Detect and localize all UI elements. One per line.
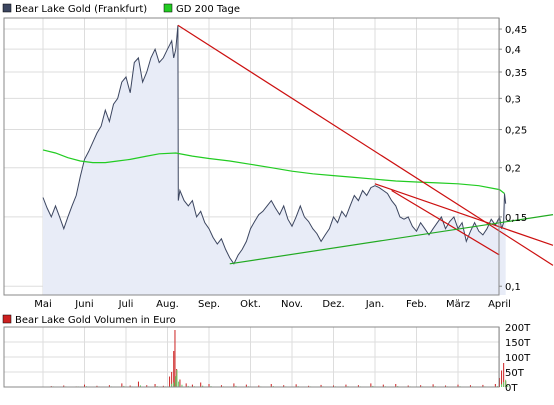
price-x-tick-label: Okt. bbox=[240, 299, 261, 310]
price-y-tick-label: 0,25 bbox=[505, 126, 527, 137]
price-y-tick-label: 0,4 bbox=[505, 45, 521, 56]
price-y-tick-label: 0,3 bbox=[505, 94, 521, 105]
volume-y-tick-label: 150T bbox=[505, 338, 531, 349]
price-x-tick-label: Nov. bbox=[281, 299, 303, 310]
legend-swatch-volume bbox=[2, 314, 12, 324]
price-x-tick-label: Sep. bbox=[198, 299, 220, 310]
trendline-2 bbox=[374, 183, 554, 246]
volume-y-tick-label: 0T bbox=[505, 383, 518, 394]
price-x-tick-label: April bbox=[488, 299, 511, 310]
price-x-tick-label: Mai bbox=[34, 299, 52, 310]
price-x-tick-label: Jan. bbox=[365, 299, 385, 310]
legend-volume: Bear Lake Gold Volumen in Euro bbox=[2, 314, 176, 326]
price-y-tick-label: 0,1 bbox=[505, 282, 521, 293]
price-series-area bbox=[42, 25, 507, 296]
volume-bars bbox=[50, 330, 509, 387]
legend-label-price: Bear Lake Gold (Frankfurt) bbox=[15, 4, 147, 15]
price-plot-frame bbox=[3, 17, 500, 296]
price-x-tick-label: Juni bbox=[74, 299, 93, 310]
price-area-fill bbox=[43, 25, 506, 296]
legend-label-volume: Bear Lake Gold Volumen in Euro bbox=[15, 315, 176, 326]
price-y-tick-label: 0,35 bbox=[505, 68, 527, 79]
legend-main: Bear Lake Gold (Frankfurt) GD 200 Tage bbox=[2, 3, 240, 15]
trendline-3 bbox=[391, 190, 500, 256]
legend-swatch-ma200 bbox=[163, 3, 173, 13]
volume-y-tick-label: 100T bbox=[505, 353, 531, 364]
volume-y-tick-label: 50T bbox=[505, 368, 525, 379]
price-x-axis: Mai Juni Juli Aug. Sep. Okt. Nov. Dez. Jan. Feb. M… bbox=[34, 299, 511, 310]
price-x-tick-label: Aug. bbox=[156, 299, 179, 310]
volume-plot-frame bbox=[3, 326, 500, 388]
price-x-tick-label: Dez. bbox=[322, 299, 344, 310]
ma200-series-line bbox=[42, 149, 505, 194]
price-x-tick-label: Juli bbox=[118, 299, 134, 310]
price-series-line bbox=[42, 25, 507, 265]
price-y-tick-label: 0,15 bbox=[505, 213, 527, 224]
price-y-axis: 0,1 0,15 0,2 0,25 0,3 0,35 0,4 0,45 bbox=[499, 25, 527, 293]
volume-y-tick-label: 200T bbox=[505, 323, 531, 334]
price-x-tick-label: Feb. bbox=[406, 299, 427, 310]
legend-label-ma200: GD 200 Tage bbox=[176, 4, 240, 15]
volume-y-axis: 0T 50T 100T 150T 200T bbox=[505, 323, 531, 394]
price-y-tick-label: 0,45 bbox=[505, 25, 527, 36]
trendline-1 bbox=[177, 24, 554, 266]
trendlines bbox=[177, 24, 554, 266]
price-x-tick-label: März bbox=[446, 299, 470, 310]
volume-grid bbox=[4, 326, 500, 388]
legend-swatch-price bbox=[2, 3, 12, 13]
price-y-tick-label: 0,2 bbox=[505, 164, 521, 175]
